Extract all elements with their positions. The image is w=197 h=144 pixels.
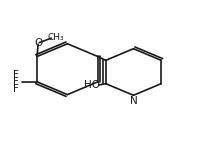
Text: F: F <box>13 84 19 94</box>
Text: F: F <box>13 70 19 79</box>
Text: O: O <box>34 38 42 48</box>
Text: F: F <box>13 77 19 87</box>
Text: HO: HO <box>85 80 100 90</box>
Text: N: N <box>130 96 137 106</box>
Text: CH₃: CH₃ <box>47 33 64 42</box>
